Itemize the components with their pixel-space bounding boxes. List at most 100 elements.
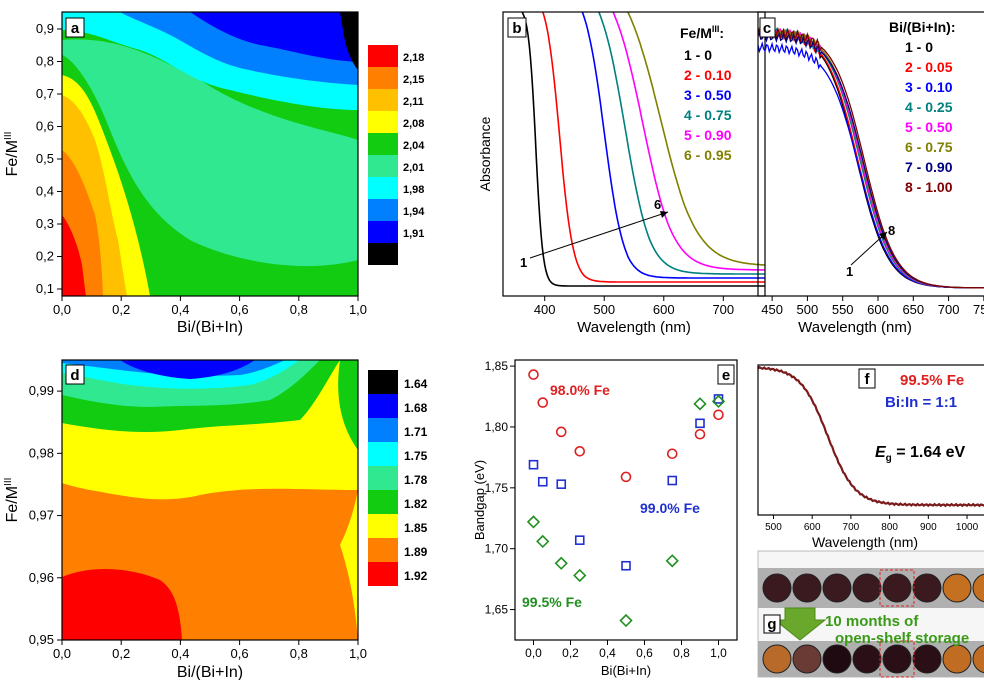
data-point [713, 409, 724, 421]
legend-value: 2,08 [403, 118, 424, 130]
x-tick-label: 1,0 [349, 646, 367, 661]
y-tick-label: 1,75 [485, 481, 509, 495]
y-tick-label: 1,85 [485, 359, 509, 373]
x-tick-label: 550 [832, 302, 854, 317]
legend-entry: 3 - 0.10 [905, 79, 953, 95]
annotation-fe-f: 99.5% Fe [900, 372, 964, 389]
legend-title-c: Bi/(Bi+In): [889, 19, 956, 35]
legend-swatch [368, 466, 398, 490]
panel-c: 450500550600650700750 Wavelength (nm) c … [755, 0, 984, 345]
x-tick-label: 0,6 [231, 646, 249, 661]
x-tick-label: 0,4 [171, 302, 189, 317]
panel-g: g 10 months of open-shelf storage [755, 548, 984, 680]
down-arrow-icon [773, 607, 827, 641]
x-tick-label: 650 [902, 302, 924, 317]
legend-swatch [368, 133, 398, 155]
x-tick-label: 1,0 [710, 646, 727, 660]
sample-disc [912, 573, 942, 603]
x-tick-label: 0,8 [673, 646, 690, 660]
x-ticks-a: 0,0 0,2 0,4 0,6 0,8 1,0 [53, 296, 367, 317]
x-tick-label: 600 [653, 302, 675, 317]
data-point [621, 560, 631, 571]
sample-disc [882, 573, 912, 603]
legend-entry: 4 - 0.75 [684, 107, 732, 123]
sample-disc [972, 573, 984, 603]
data-point [554, 556, 568, 570]
legend-value: 1,91 [403, 228, 424, 240]
storage-photo-g: g 10 months of open-shelf storage [757, 550, 984, 678]
data-point [528, 459, 539, 470]
contour-region [120, 360, 255, 379]
trend-arrow-head-c [879, 232, 887, 240]
x-tick-label: 700 [938, 302, 960, 317]
data-point [537, 476, 548, 487]
legend-value: 1.92 [404, 569, 428, 583]
x-tick-label: 700 [712, 302, 734, 317]
data-point [536, 534, 550, 549]
y-axis-label-b: Absorbance [477, 116, 493, 191]
data-point [573, 568, 587, 583]
legend-swatch [368, 243, 398, 265]
x-axis-label-c: Wavelength (nm) [798, 319, 912, 336]
legend-value: 1.71 [404, 425, 428, 439]
y-axis-label-d: Fe/MIII [3, 478, 21, 523]
series-line [758, 26, 984, 289]
trend-arrow-c [850, 231, 888, 266]
y-axis-label-a: Fe/MIII [3, 132, 21, 177]
contour-region [62, 39, 358, 267]
legend-value: 1,94 [403, 206, 425, 218]
x-tick-label: 0,8 [290, 302, 308, 317]
y-tick-label: 0,6 [36, 119, 54, 134]
x-tick-label: 0,4 [599, 646, 616, 660]
annotation-bandgap-f: Eg = 1.64 eV [875, 444, 966, 464]
contour-region [340, 545, 358, 640]
highlight-box [879, 569, 915, 607]
sample-disc [972, 644, 984, 674]
plot-frame-a [61, 11, 359, 297]
y-tick-label: 0,1 [36, 281, 54, 296]
contour-chart-d: 0,950,960,970,980,99 0,0 0,2 0,4 0,6 0,8 1,0 … [3, 359, 428, 681]
legend-entry: 1 - 0 [905, 39, 933, 55]
panel-letter-box-c [759, 17, 776, 38]
y-tick-label: 0,3 [36, 216, 54, 231]
x-tick-label: 900 [920, 522, 937, 533]
panel-d: 0,95 0,96 0,97 0,98 0,99 0,0 0,2 0,4 0,6 0,8 1,0 … [0, 345, 430, 681]
panel-letter-c: c [763, 20, 771, 37]
plot-frame-f [757, 364, 984, 516]
x-tick-label: 400 [534, 302, 556, 317]
x-tick-label: 700 [843, 522, 860, 533]
y-tick-label: 0,97 [29, 508, 54, 523]
x-tick-label: 0,8 [290, 646, 308, 661]
contour-fill-a [62, 12, 358, 296]
series-line [626, 12, 765, 266]
plot-frame-d [61, 359, 359, 641]
legend-value: 2,01 [403, 162, 424, 174]
legend-swatch [368, 199, 398, 221]
highlight-box [879, 640, 915, 678]
legend-value: 2,18 [403, 52, 424, 64]
storage-text-1: 10 months of [825, 613, 919, 630]
y-tick-label: 0,98 [29, 445, 54, 460]
contour-region [62, 569, 182, 640]
sample-disc [882, 644, 912, 674]
legend-entry: 5 - 0.90 [684, 127, 732, 143]
legend-swatch [368, 67, 398, 89]
panel-letter-d: d [70, 367, 79, 384]
data-point [695, 418, 705, 429]
series-line [581, 12, 765, 279]
data-point [619, 613, 633, 628]
legend-entry: 4 - 0.25 [905, 99, 953, 115]
contour-region [62, 215, 86, 296]
legend-swatch [368, 45, 398, 67]
x-tick-label: 0,2 [562, 646, 579, 660]
sample-disc [852, 644, 882, 674]
x-ticks-c: 450 500 550 600 650 700 750 [761, 296, 984, 317]
y-tick-label: 0,5 [36, 151, 54, 166]
panel-letter-g: g [767, 616, 776, 633]
y-tick-label: 1,80 [485, 420, 509, 434]
y-ticks-d: 0,95 0,96 0,97 0,98 0,99 [29, 383, 62, 647]
x-ticks-f: 500 600 700 800 900 1000 [765, 515, 979, 533]
legend-entry: 7 - 0.90 [905, 159, 953, 175]
sample-disc [822, 644, 852, 674]
series-line [541, 12, 765, 283]
